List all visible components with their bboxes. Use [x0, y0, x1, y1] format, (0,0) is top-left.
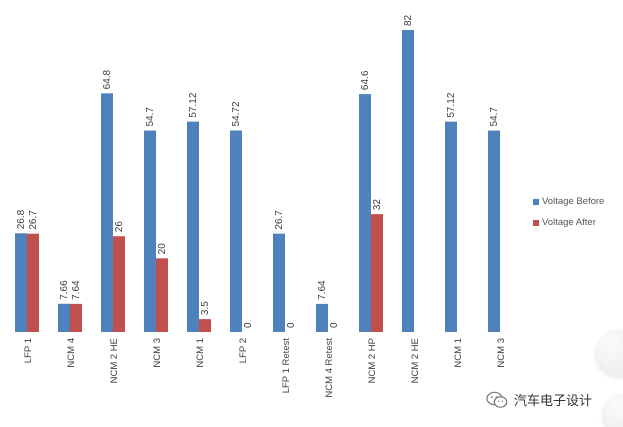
corner-decoration-lower	[605, 395, 623, 427]
bar-after-8	[371, 214, 383, 332]
bar-before-8	[359, 94, 371, 333]
legend-swatch-after	[533, 219, 539, 226]
bar-before-3	[144, 130, 156, 332]
category-labels-group: LFP 1 NCM 4 NCM 2 HE NCM 3 NCM 1 LFP 2 LFP 1 R…	[23, 338, 507, 398]
category-label-6: LFP 1 Retest	[281, 338, 292, 394]
category-label-1: NCM 4	[66, 338, 77, 368]
value-label-before-7: 7.64	[317, 280, 328, 300]
bar-before-5	[230, 130, 242, 332]
value-label-before-9: 82	[403, 14, 414, 26]
legend-swatch-before	[533, 198, 539, 205]
bar-before-9	[402, 30, 414, 332]
category-label-8: NCM 2 HP	[367, 338, 378, 383]
wechat-icon	[486, 391, 508, 408]
bar-before-7	[316, 303, 328, 332]
bar-before-11	[488, 130, 500, 332]
value-label-after-1: 7.64	[71, 280, 82, 300]
bars-group	[15, 30, 500, 333]
value-label-before-4: 57.12	[188, 92, 199, 117]
category-label-0: LFP 1	[23, 338, 34, 363]
value-label-before-11: 54.7	[489, 107, 500, 127]
value-label-after-2: 26	[114, 221, 125, 233]
bar-after-3	[156, 258, 168, 332]
category-label-10: NCM 1	[453, 338, 464, 368]
value-label-before-10: 57.12	[446, 92, 457, 117]
bar-before-2	[101, 93, 113, 332]
category-label-5: LFP 2	[238, 338, 249, 363]
value-label-before-2: 64.8	[102, 69, 113, 89]
legend-item-after: Voltage After	[533, 212, 604, 233]
bar-before-1	[58, 303, 70, 332]
value-label-before-8: 64.6	[360, 70, 371, 90]
value-label-before-5: 54.72	[231, 101, 242, 126]
value-label-after-5: 0	[243, 322, 254, 328]
value-label-before-0: 26.8	[16, 209, 27, 229]
value-label-after-3: 20	[157, 243, 168, 255]
value-label-after-8: 32	[372, 199, 383, 211]
legend-label-after: Voltage After	[542, 217, 596, 228]
category-label-4: NCM 1	[195, 338, 206, 368]
value-label-after-7: 0	[329, 322, 340, 328]
bar-before-4	[187, 121, 199, 332]
category-label-9: NCM 2 HE	[410, 338, 421, 383]
value-label-after-4: 3.5	[200, 301, 211, 315]
value-label-before-3: 54.7	[145, 107, 156, 127]
category-label-3: NCM 3	[152, 338, 163, 368]
bar-before-10	[445, 121, 457, 332]
bar-after-1	[70, 303, 82, 332]
value-label-after-0: 26.7	[28, 210, 39, 230]
category-label-2: NCM 2 HE	[109, 338, 120, 383]
value-labels-group: 26.8 26.77.66 7.6464.82654.72057.123.554.7…	[16, 14, 500, 328]
legend-item-before: Voltage Before	[533, 191, 604, 212]
value-label-after-6: 0	[286, 322, 297, 328]
category-label-7: NCM 4 Retest	[324, 338, 335, 398]
value-label-before-6: 26.7	[274, 210, 285, 230]
bar-after-4	[199, 319, 211, 332]
bar-after-2	[113, 236, 125, 332]
watermark-text: 汽车电子设计	[514, 393, 593, 408]
legend: Voltage Before Voltage After	[533, 191, 604, 233]
category-label-11: NCM 3	[496, 338, 507, 368]
watermark: 汽车电子设计	[486, 390, 592, 409]
bar-after-0	[27, 233, 39, 332]
value-label-before-1: 7.66	[59, 280, 70, 300]
legend-label-before: Voltage Before	[542, 196, 605, 207]
bar-before-0	[15, 233, 27, 332]
bar-before-6	[273, 233, 285, 332]
